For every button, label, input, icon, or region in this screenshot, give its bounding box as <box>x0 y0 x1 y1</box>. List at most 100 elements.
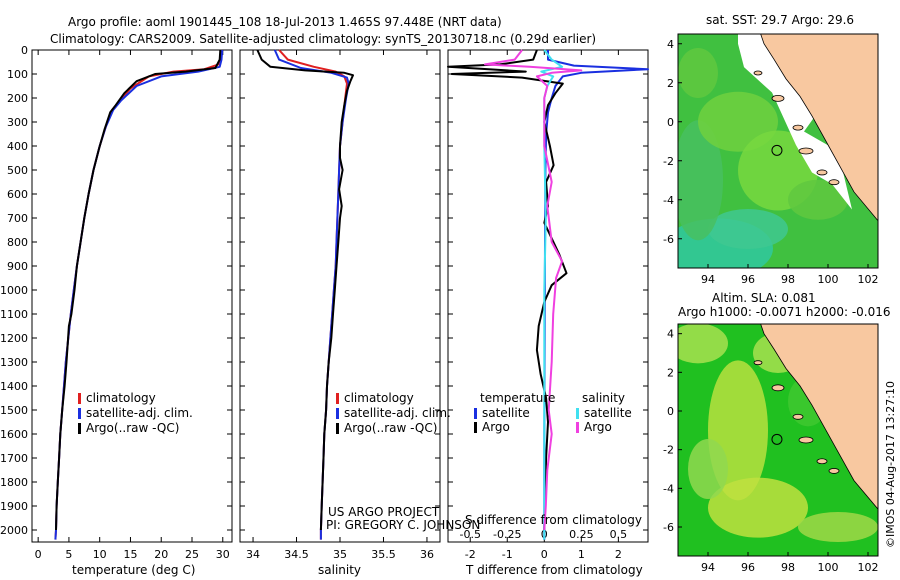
x2-tick-label: -0.5 <box>459 528 480 541</box>
map-lon-label: 100 <box>818 561 839 574</box>
x-tick-label: 25 <box>185 548 199 561</box>
legend-label: satellite-adj. clim. <box>344 406 451 420</box>
series-line-2 <box>256 49 354 531</box>
x-tick-label: 0 <box>541 548 548 561</box>
legend-swatch <box>336 393 339 404</box>
island <box>798 147 814 155</box>
sla-map-subtitle: Argo h1000: -0.0071 h2000: -0.016 <box>678 305 891 319</box>
island <box>816 458 828 465</box>
field-patch <box>678 324 728 364</box>
legend-label: satellite-adj. clim. <box>86 406 193 420</box>
legend-swatch <box>576 408 579 419</box>
depth-tick-label: 1200 <box>0 332 28 345</box>
sst-map-title: sat. SST: 29.7 Argo: 29.6 <box>706 13 854 27</box>
difference-series <box>447 49 649 540</box>
depth-tick-label: 1600 <box>0 428 28 441</box>
field-patch <box>678 48 718 98</box>
x-tick-label: 5 <box>65 548 72 561</box>
island <box>816 169 828 176</box>
island <box>828 179 840 186</box>
island <box>792 124 804 131</box>
sla-map-title: Altim. SLA: 0.081 <box>712 291 816 305</box>
depth-tick-label: 1100 <box>0 308 28 321</box>
sla-map: 94 96 98 100 102 4 2 0 -2 -4 -6 <box>663 323 879 574</box>
x-tick-label: 36 <box>420 548 434 561</box>
x-tick-label: 1 <box>578 548 585 561</box>
x-tick-label: 2 <box>615 548 622 561</box>
legend-label: Argo(..raw -QC) <box>344 421 437 435</box>
depth-tick-label: 900 <box>7 260 28 273</box>
x-tick-label: 34.5 <box>284 548 309 561</box>
depth-tick-label: 400 <box>7 140 28 153</box>
island <box>792 413 804 420</box>
island <box>798 436 814 444</box>
depth-tick-label: 1800 <box>0 476 28 489</box>
legend-label: Argo <box>584 420 612 434</box>
map-frame <box>677 33 879 269</box>
map-frame <box>677 323 879 557</box>
x-tick-label: 15 <box>123 548 137 561</box>
legend-label: Argo <box>482 420 510 434</box>
series-line-1 <box>54 49 224 540</box>
legend-label: climatology <box>344 391 414 405</box>
x2-tick-label: -0.25 <box>493 528 521 541</box>
map-lat-label: 2 <box>667 366 674 379</box>
field-patch <box>788 179 848 220</box>
difference-x-axis: -2 -1 0 1 2 <box>465 50 622 561</box>
legend-swatch <box>78 393 81 404</box>
x-tick-label: -2 <box>465 548 476 561</box>
difference-legend: temperature salinitysatelliteArgosatellit… <box>474 391 632 434</box>
x-tick-label: 0 <box>35 548 42 561</box>
legend-swatch <box>336 408 339 419</box>
figure-title-line2: Climatology: CARS2009. Satellite-adjuste… <box>50 32 596 46</box>
series-line-1 <box>273 49 350 540</box>
legend-swatch <box>576 422 579 433</box>
map-lat-label: 0 <box>667 405 674 418</box>
map-field <box>678 34 878 268</box>
pi-credit: PI: GREGORY C. JOHNSON <box>326 518 480 532</box>
depth-axis: 0 100 200 300 400 500 600 700 800 900 1000 1100 1200… <box>0 44 648 537</box>
map-lon-label: 94 <box>701 273 715 286</box>
land-area <box>760 34 878 222</box>
depth-tick-label: 1900 <box>0 500 28 513</box>
legend-label: Argo(..raw -QC) <box>86 421 179 435</box>
legend-label: satellite <box>584 406 632 420</box>
depth-tick-label: 100 <box>7 68 28 81</box>
sst-map: 94 96 98 100 102 4 2 0 -2 -4 -6 <box>663 33 879 286</box>
field-patch <box>798 512 878 542</box>
island <box>753 70 763 76</box>
depth-tick-label: 700 <box>7 212 28 225</box>
series-line-2 <box>55 49 222 531</box>
profile-location-marker <box>771 144 783 156</box>
legend-swatch <box>78 408 81 419</box>
no-data-area <box>738 34 852 210</box>
salinity-axes-frame <box>239 49 441 543</box>
depth-tick-label: 300 <box>7 116 28 129</box>
island <box>771 94 785 102</box>
salinity-difference-x-axis: -0.5 -0.25 0 0.25 0.5 <box>459 528 627 541</box>
island <box>828 468 840 474</box>
salinity-panel: 34 34.5 35 35.5 36 salinity climatologysatel… <box>239 49 451 577</box>
depth-tick-label: 1500 <box>0 404 28 417</box>
map-lat-label: 0 <box>667 116 674 129</box>
x2-tick-label: 0.25 <box>569 528 594 541</box>
project-credit: US ARGO PROJECT <box>328 505 440 519</box>
map-lon-label: 96 <box>741 561 755 574</box>
temperature-series <box>54 49 224 540</box>
legend-heading-temperature: temperature <box>480 391 555 405</box>
legend-swatch <box>474 422 477 433</box>
temperature-x-axis: 0 5 10 15 20 25 30 <box>35 50 230 561</box>
map-lat-label: -6 <box>663 233 674 246</box>
legend-label: climatology <box>86 391 156 405</box>
x-tick-label: 20 <box>154 548 168 561</box>
temperature-axes-frame <box>31 49 233 543</box>
map-lon-label: 94 <box>701 561 715 574</box>
map-lon-label: 100 <box>818 273 839 286</box>
depth-tick-label: 200 <box>7 92 28 105</box>
salinity-x-axis: 34 34.5 35 35.5 36 <box>246 50 434 561</box>
salinity-difference-x-label: S difference from climatology <box>465 513 642 527</box>
series-line-0 <box>278 49 348 540</box>
